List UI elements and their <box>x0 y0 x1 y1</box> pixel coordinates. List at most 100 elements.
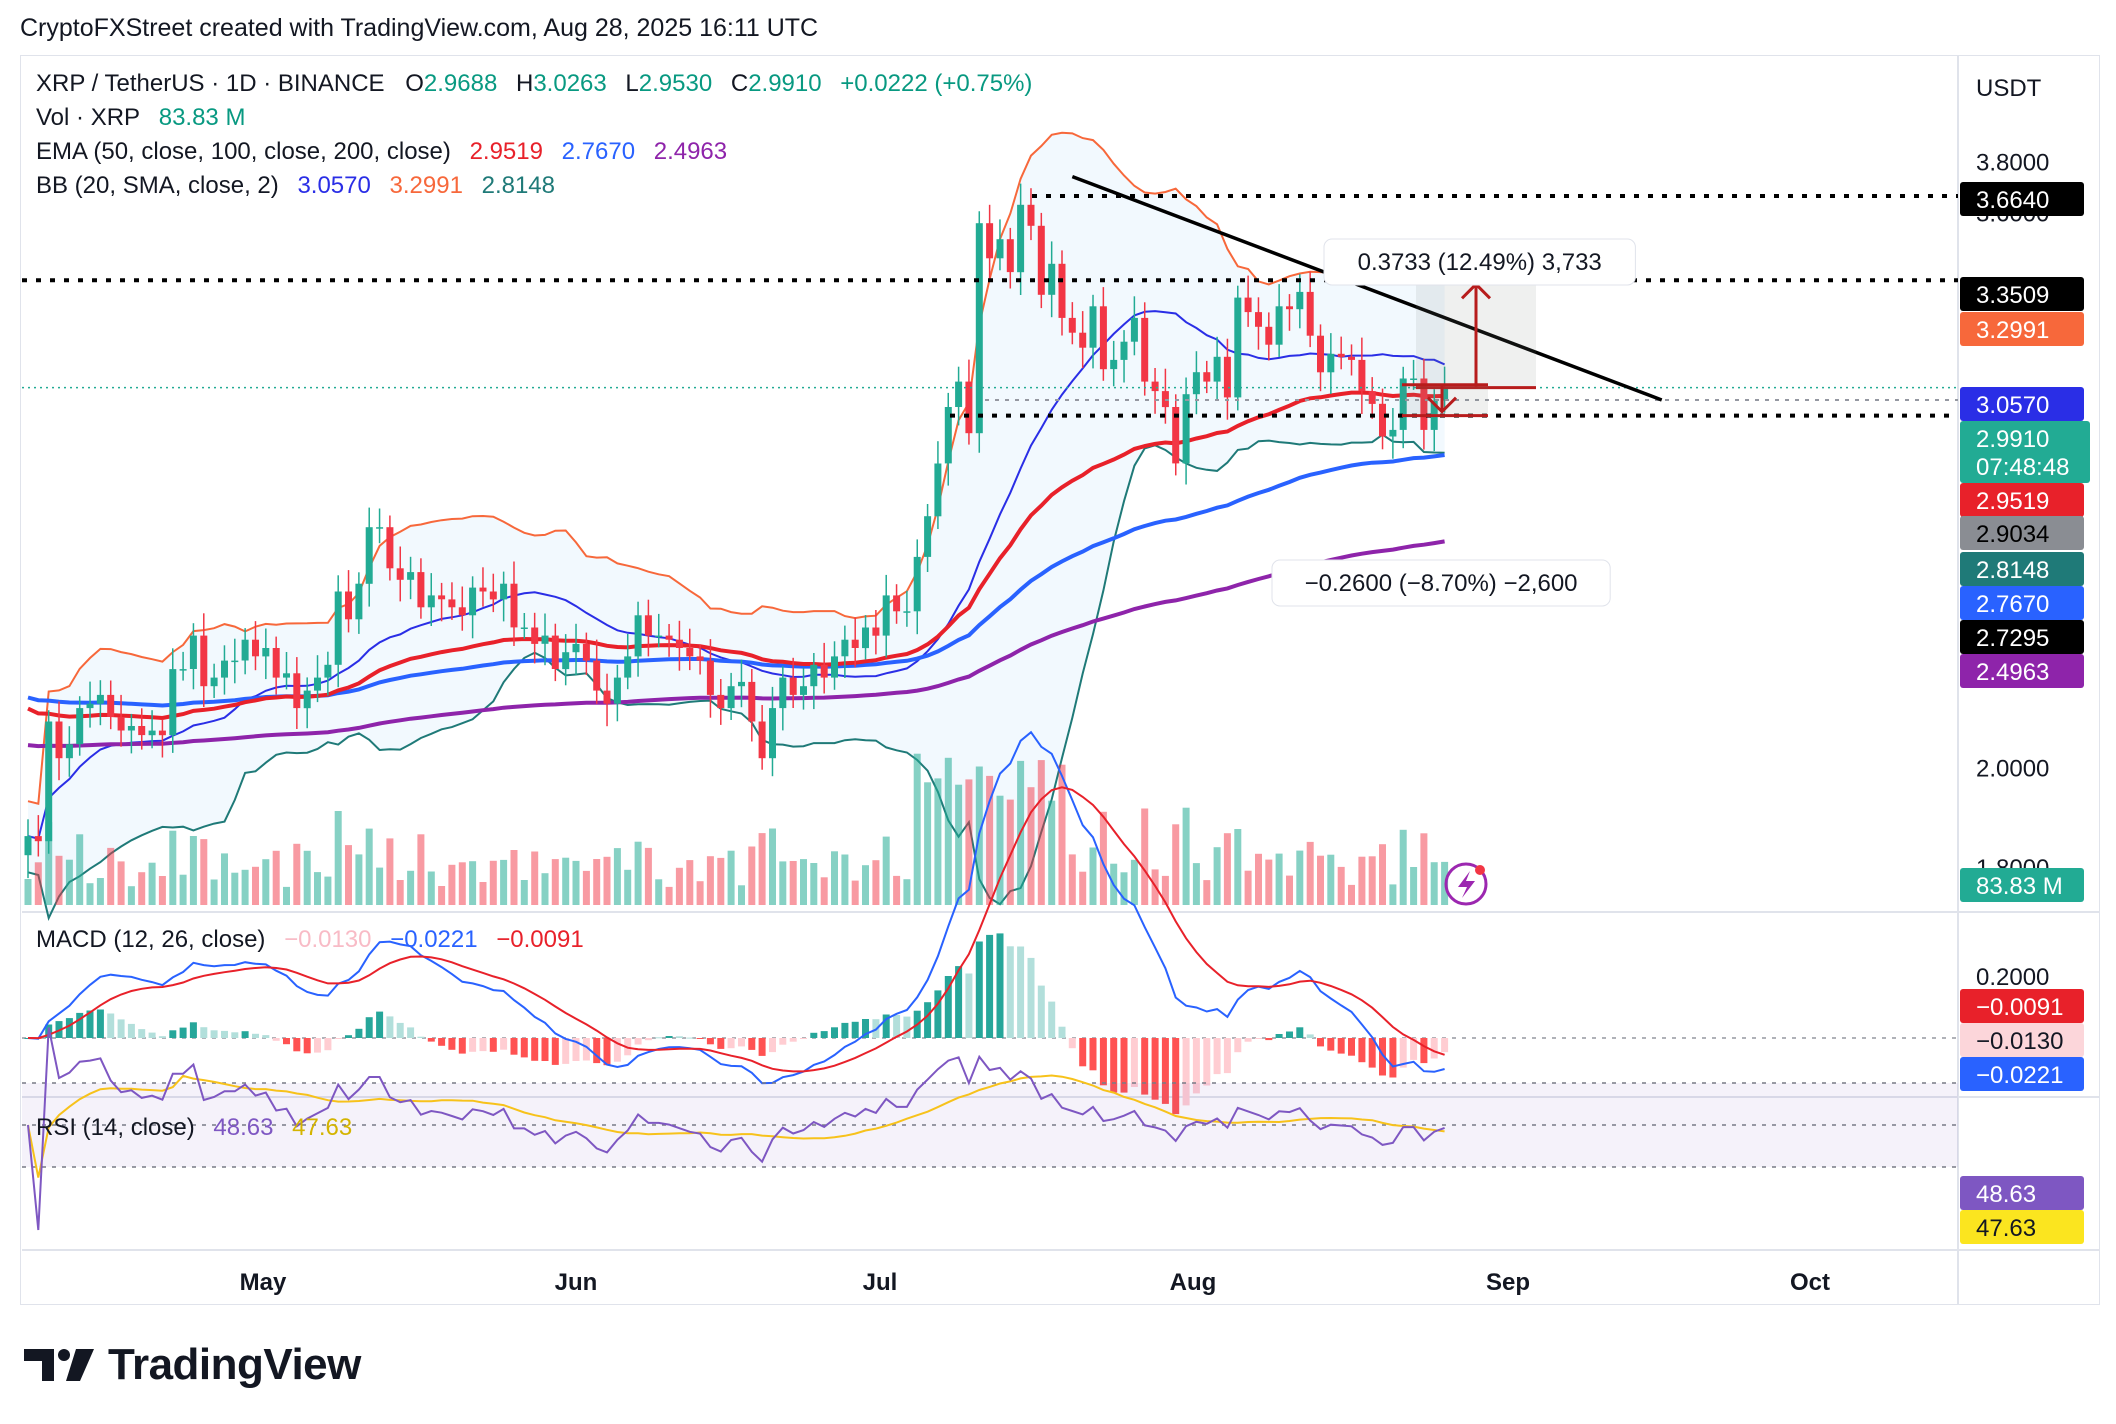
volume-bar <box>158 876 166 905</box>
volume-bar <box>179 874 187 905</box>
volume-bar <box>396 880 404 905</box>
tradingview-logo[interactable]: TradingView <box>24 1340 361 1390</box>
volume-bar <box>1037 760 1045 905</box>
volume-bar <box>1192 863 1200 905</box>
volume-bar <box>1203 880 1211 905</box>
volume-bar <box>127 886 135 905</box>
currency-label: USDT <box>1976 75 2042 102</box>
volume-bar <box>758 833 766 905</box>
macd-histogram-bar <box>303 1038 311 1054</box>
candle-body <box>562 652 570 670</box>
candle-body <box>365 527 373 584</box>
candle-body <box>1327 353 1335 373</box>
candle-body <box>913 556 921 612</box>
macd-histogram-bar <box>438 1038 446 1046</box>
candle-body <box>303 690 311 709</box>
high-value: 3.0263 <box>533 70 607 97</box>
candle-body <box>634 615 642 657</box>
volume-label: Vol · XRP <box>36 104 141 131</box>
time-axis-month: Aug <box>1170 1269 1217 1296</box>
volume-bar <box>831 851 838 905</box>
candle-body <box>1151 381 1159 392</box>
volume-bar <box>24 879 32 905</box>
macd-histogram-bar <box>1048 1001 1056 1038</box>
volume-bar <box>717 857 725 905</box>
macd-histogram-bar <box>934 990 942 1038</box>
candle-body <box>603 690 611 704</box>
macd-histogram-bar <box>562 1038 570 1064</box>
legend-rsi[interactable]: RSI (14, close) 48.63 47.63 <box>36 1114 364 1142</box>
volume-bar <box>1358 856 1366 905</box>
ema50-value: 2.9519 <box>469 138 543 165</box>
legend-ema[interactable]: EMA (50, close, 100, close, 200, close) … <box>36 138 739 166</box>
price-badge-text: 3.0570 <box>1976 392 2049 419</box>
bollinger-upper-line <box>27 131 1446 805</box>
volume-bar <box>572 860 580 905</box>
macd-histogram-bar <box>1058 1026 1066 1038</box>
volume-bar <box>955 784 963 905</box>
volume-bar <box>851 880 859 905</box>
candle-body <box>76 708 84 745</box>
macd-histogram-bar <box>1027 957 1035 1038</box>
macd-histogram-bar <box>210 1030 218 1038</box>
candle-body <box>1058 263 1066 318</box>
volume-bar <box>944 757 952 905</box>
volume-bar <box>1389 884 1397 905</box>
macd-histogram-bar <box>531 1038 539 1061</box>
legend-bb[interactable]: BB (20, SMA, close, 2) 3.0570 3.2991 2.8… <box>36 172 567 200</box>
macd-badge: −0.0091 <box>1960 989 2084 1023</box>
macd-histogram-bar <box>1130 1038 1138 1087</box>
macd-histogram-bar <box>1192 1038 1200 1094</box>
candle-body <box>975 223 983 434</box>
candle-body <box>127 726 135 731</box>
volume-bar <box>562 857 570 905</box>
macd-histogram-bar <box>1099 1038 1107 1086</box>
volume-bar <box>727 850 735 905</box>
price-badge-bg <box>1960 620 2084 654</box>
legend-volume[interactable]: Vol · XRP 83.83 M <box>36 104 257 132</box>
macd-histogram-bar <box>1182 1038 1190 1106</box>
rsi-badge-bg <box>1960 1176 2084 1210</box>
legend-ohlc: XRP / TetherUS · 1D · BINANCE O2.9688 H3… <box>36 70 1044 98</box>
ema-layer <box>27 390 1445 749</box>
volume-bar <box>1234 829 1242 905</box>
macd-histogram-bar <box>944 976 952 1038</box>
price-badge: 3.2991 <box>1960 312 2084 346</box>
candle-body <box>469 587 477 616</box>
macd-histogram-bar <box>1348 1038 1355 1056</box>
candle-body <box>1399 378 1407 430</box>
legend-macd[interactable]: MACD (12, 26, close) −0.0130 −0.0221 −0.… <box>36 926 596 954</box>
last-price-text: 2.9910 <box>1976 426 2049 453</box>
volume-bar <box>438 886 446 905</box>
volume-bar <box>76 834 84 905</box>
candle-body <box>262 648 270 657</box>
bb-lower-value: 2.8148 <box>481 172 555 199</box>
macd-histogram-bar <box>1213 1038 1221 1075</box>
volume-bar <box>1099 811 1107 905</box>
macd-histogram-bar <box>1255 1038 1262 1039</box>
candle-body <box>1203 372 1211 382</box>
bb-upper-value: 3.2991 <box>389 172 463 199</box>
candle-body <box>965 381 973 434</box>
volume-bar <box>665 886 673 905</box>
candle-body <box>655 635 663 638</box>
macd-histogram-bar <box>882 1014 890 1038</box>
volume-bar <box>603 856 611 905</box>
volume-bar <box>1327 854 1335 905</box>
volume-bar <box>541 873 549 905</box>
measure-up-label: 0.3733 (12.49%) 3,733 <box>1323 238 1636 286</box>
volume-badge: 83.83 M <box>1960 868 2084 902</box>
rsi-line <box>27 1027 1445 1231</box>
volume-bar <box>138 872 146 905</box>
price-badge: 2.9034 <box>1960 516 2084 550</box>
macd-histogram-bar <box>831 1027 838 1038</box>
volume-bar <box>1089 847 1097 905</box>
symbol-name[interactable]: XRP / TetherUS · 1D · BINANCE <box>36 70 385 97</box>
candle-body <box>210 677 218 687</box>
volume-bar <box>551 859 559 905</box>
macd-histogram-bar <box>1317 1038 1324 1047</box>
candle-body <box>810 664 818 687</box>
macd-histogram-bar <box>324 1038 332 1051</box>
volume-bar <box>1141 808 1149 905</box>
